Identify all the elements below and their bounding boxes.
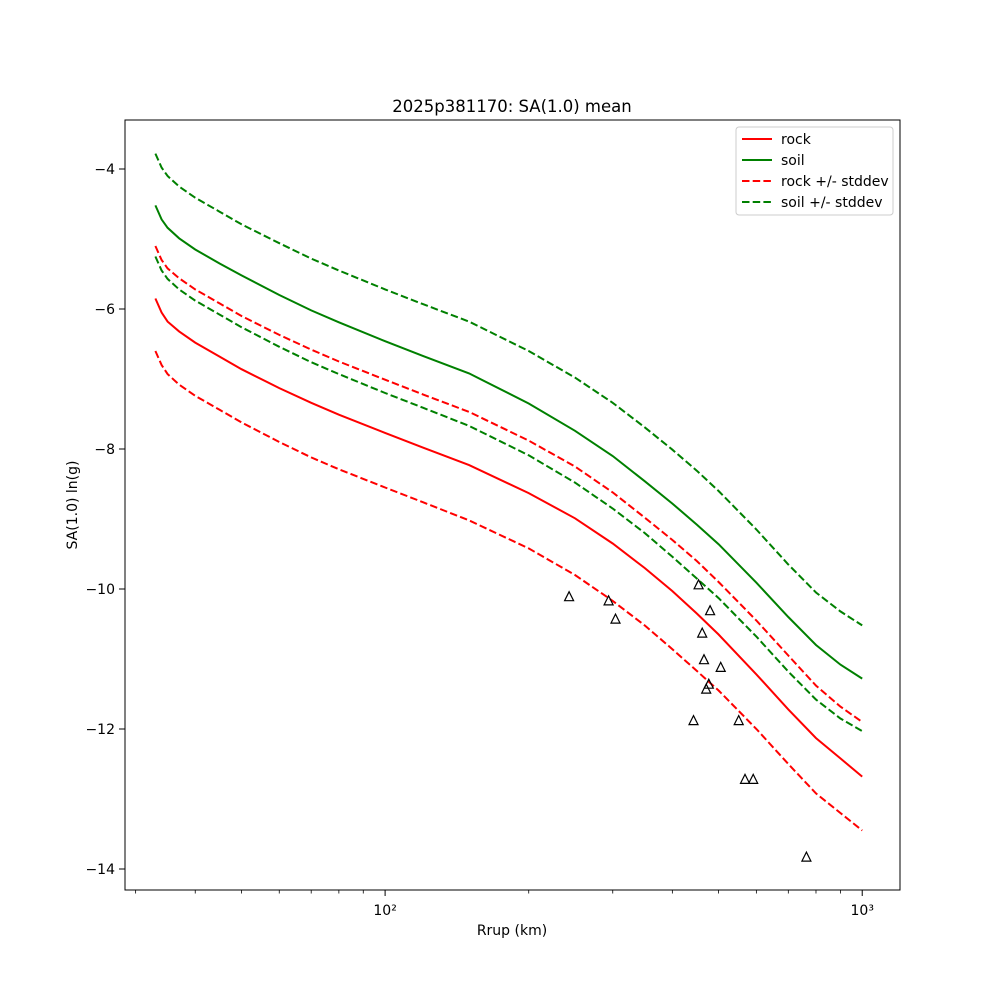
observation-point <box>800 850 812 862</box>
y-axis-label: SA(1.0) ln(g) <box>65 461 81 550</box>
y-tick-label: −8 <box>94 442 115 458</box>
plot-frame <box>124 119 901 891</box>
observation-point <box>563 590 575 602</box>
y-tick-label: −14 <box>85 862 115 878</box>
x-axis: 10² 10³ <box>135 890 874 919</box>
observation-point <box>693 578 705 590</box>
legend: rock soil rock +/- stddev soil +/- stddev <box>735 126 894 216</box>
series-line-0 <box>154 298 863 778</box>
legend-label: rock <box>781 132 812 148</box>
chart-title: 2025p381170: SA(1.0) mean <box>392 97 631 116</box>
series-line-1 <box>154 204 863 680</box>
y-tick-label: −10 <box>85 582 115 598</box>
observation-point <box>747 773 759 785</box>
observation-point <box>610 612 621 624</box>
series-line-5 <box>154 256 863 732</box>
legend-label: rock +/- stddev <box>781 174 889 190</box>
y-axis: −4 −6 −8 −10 −12 −14 <box>85 162 125 878</box>
series-layer <box>154 153 863 832</box>
observation-point <box>733 714 745 726</box>
observation-point <box>704 604 716 616</box>
legend-label: soil +/- stddev <box>781 195 883 211</box>
observation-point <box>739 773 751 785</box>
x-tick-label: 10² <box>373 903 396 919</box>
observation-point <box>715 661 727 673</box>
series-line-4 <box>154 153 863 627</box>
y-tick-label: −12 <box>85 722 115 738</box>
observation-point <box>603 594 615 606</box>
series-line-3 <box>154 350 863 832</box>
y-tick-label: −6 <box>94 302 115 318</box>
observation-point <box>698 653 710 665</box>
observations-layer <box>563 578 812 862</box>
observation-point <box>688 714 699 726</box>
observation-point <box>696 626 708 638</box>
series-line-2 <box>154 245 863 723</box>
y-tick-label: −4 <box>94 162 115 178</box>
observation-point <box>703 677 715 689</box>
x-tick-label: 10³ <box>851 903 874 919</box>
legend-label: soil <box>781 153 805 169</box>
x-axis-label: Rrup (km) <box>477 923 547 939</box>
legend-box <box>735 126 894 216</box>
